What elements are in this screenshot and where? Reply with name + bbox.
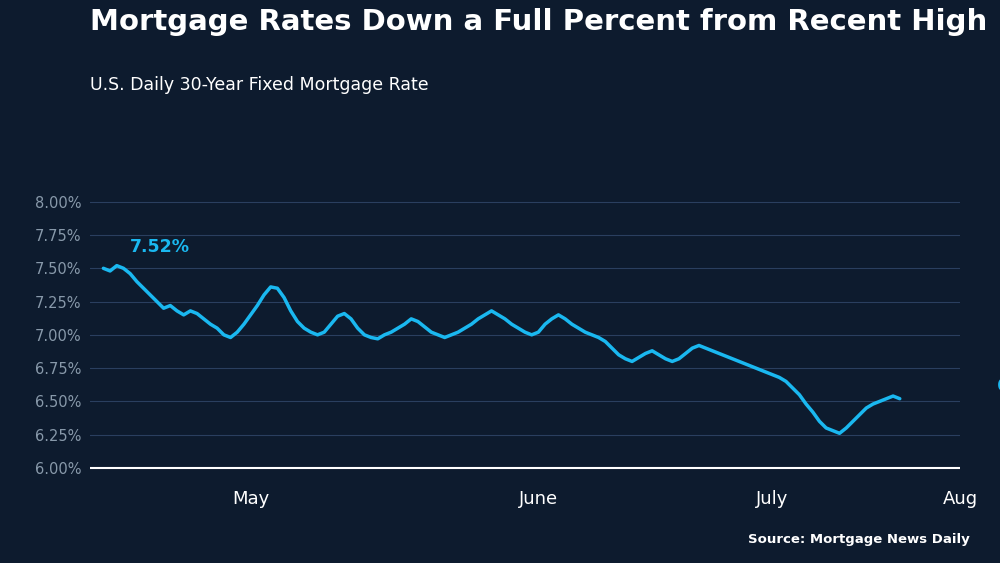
- Text: U.S. Daily 30-Year Fixed Mortgage Rate: U.S. Daily 30-Year Fixed Mortgage Rate: [90, 76, 429, 94]
- Text: 7.52%: 7.52%: [130, 238, 190, 256]
- Text: Mortgage Rates Down a Full Percent from Recent High: Mortgage Rates Down a Full Percent from …: [90, 8, 987, 37]
- Text: Source: Mortgage News Daily: Source: Mortgage News Daily: [748, 533, 970, 546]
- Text: 6.52%: 6.52%: [997, 377, 1000, 395]
